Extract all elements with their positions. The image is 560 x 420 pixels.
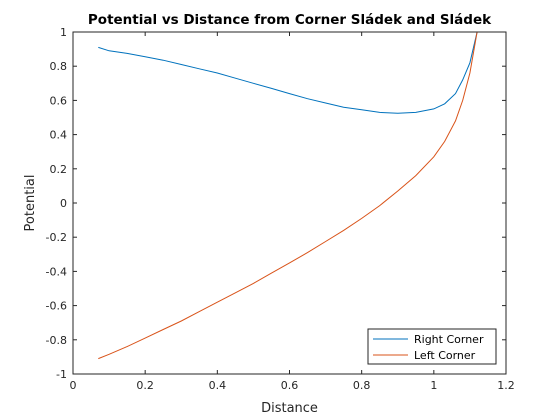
y-tick-label: -0.6 [46,300,67,313]
y-tick-label: -0.2 [46,231,67,244]
x-tick-label: 0.8 [353,379,371,392]
chart-title: Potential vs Distance from Corner Sládek… [88,12,492,28]
x-axis-label: Distance [261,401,318,416]
y-tick-label: 0.2 [50,163,68,176]
tick-layer: 0 0.2 0.4 0.6 0.8 1 1.2 -1 -0.8 -0.6 -0.4 -0.2 0 0.2 0… [46,26,515,392]
plot-frame [72,31,507,375]
y-tick-label: -0.8 [46,334,67,347]
legend-label-right-corner: Right Corner [414,333,484,346]
y-tick-label: 1 [60,26,67,39]
x-tick-label: 0.4 [209,379,227,392]
plot-area [73,32,506,374]
x-tick-label: 0 [70,379,77,392]
y-axis-label: Potential [23,175,38,232]
x-tick-label: 0.2 [136,379,154,392]
legend: Right Corner Left Corner [367,328,497,365]
series-line-right-corner [98,31,478,114]
x-tick-label: 0.6 [281,379,299,392]
legend-label-left-corner: Left Corner [414,349,476,362]
y-tick-label: 0.6 [50,94,68,107]
y-tick-label: -1 [56,368,67,381]
series-layer [98,31,478,360]
y-tick-label: 0 [60,197,67,210]
y-tick-label: -0.4 [46,265,67,278]
x-tick-label: 1.2 [497,379,515,392]
y-tick-label: 0.4 [50,129,68,142]
y-tick-label: 0.8 [50,60,68,73]
x-tick-label: 1 [430,379,437,392]
legend-box [367,328,497,365]
series-line-left-corner [98,31,478,360]
